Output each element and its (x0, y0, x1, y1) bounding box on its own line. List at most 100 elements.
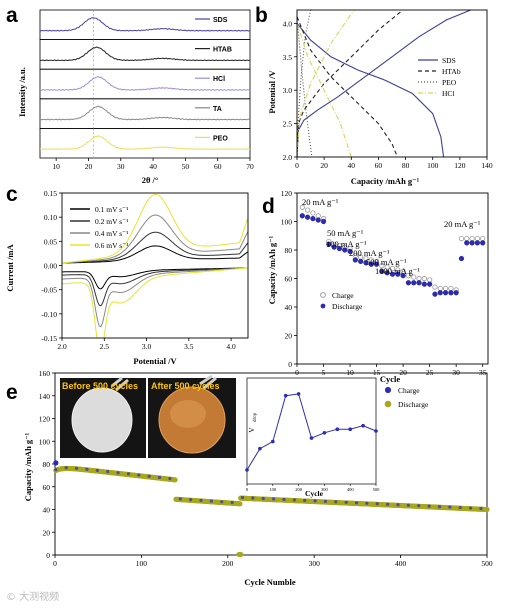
legend-discharge-label: Discharge (332, 302, 363, 311)
charge-point (437, 285, 443, 292)
cycle-charge-point (303, 498, 307, 502)
curve-SDS-charge (297, 10, 471, 157)
rate-annotation: 20 mA g⁻¹ (302, 197, 339, 207)
charge-point (305, 207, 311, 213)
panel-c-ylabel: Current /mA (5, 243, 15, 291)
legend-label-SDS: SDS (213, 17, 228, 24)
charge-point (310, 210, 316, 216)
charge-point (405, 273, 412, 279)
xtick-label: 40 (348, 161, 356, 170)
curves-b (297, 10, 471, 157)
inset-xtick-label: 300 (321, 487, 329, 492)
ytick-label: 0.15 (44, 189, 57, 198)
cycle-charge-point (396, 503, 400, 507)
cycle-charge-point (427, 504, 431, 508)
svg-text:drop: drop (253, 412, 258, 422)
discharge-point (469, 240, 475, 246)
cv-curve (62, 214, 248, 328)
discharge-point (442, 290, 449, 296)
panel-e-letter: e (6, 381, 18, 404)
ytick-label: 4.0 (283, 19, 293, 28)
cv-curve (62, 193, 248, 338)
cycle-charge-point (458, 505, 462, 510)
ytick-label: 0 (288, 360, 292, 369)
curve-PEO-discharge (297, 16, 313, 157)
charge-point (411, 274, 417, 280)
xtick-label: 20 (320, 161, 328, 170)
ytick-label: 60 (43, 483, 51, 492)
inset-xtick-label: 500 (373, 487, 381, 492)
inset-point (271, 439, 275, 444)
vdrop-xlabel: Cycle (305, 489, 324, 498)
panel-a-xlabel: 2θ /° (142, 175, 159, 185)
cycle-charge-point (406, 503, 410, 507)
separator-disc-before (71, 387, 133, 453)
cycle-charge-point (116, 471, 120, 475)
xtick-label: 300 (309, 559, 321, 568)
xtick-label: 0 (295, 368, 299, 377)
frame-b (296, 9, 488, 158)
cycle-charge-point (85, 467, 89, 471)
discharge-point (474, 240, 480, 246)
discharge-point (310, 216, 316, 222)
xtick-label: 100 (136, 559, 148, 568)
ytick-label: 3.5 (283, 53, 293, 62)
discharge-point (400, 273, 406, 279)
inset-xtick-label: 0 (246, 487, 249, 492)
cycle-discharge-point (172, 477, 178, 483)
discharge-point (315, 217, 321, 223)
xtick-label: 3.5 (184, 342, 194, 351)
discharge-point (437, 290, 443, 296)
curve-SDS-discharge (297, 23, 445, 157)
discharge-point (395, 271, 401, 277)
charge-point (458, 236, 465, 242)
tweezer-icon (111, 376, 129, 392)
xtick-label: 10 (346, 368, 354, 377)
discharge-point (299, 213, 305, 219)
cycle-charge-point (354, 501, 359, 505)
discharge-point (432, 291, 438, 297)
xrd-subframe-HCl (39, 68, 251, 100)
ytick-label: 160 (39, 369, 51, 378)
panel-b-letter: b (255, 4, 268, 27)
ytick-label: -0.10 (41, 310, 57, 319)
xrd-curve-SDS (39, 17, 251, 32)
panel-c-letter: c (6, 183, 18, 206)
cycle-charge-point (282, 497, 286, 502)
ytick-label: 0 (46, 551, 50, 560)
xtick-label: 10 (52, 162, 60, 171)
discharge-point (326, 241, 332, 247)
charge-point (389, 265, 396, 272)
ytick-label: 80 (285, 246, 293, 255)
cycle-charge-point (417, 504, 421, 508)
discharge-point (305, 214, 311, 220)
xtick-label: 20 (399, 368, 407, 377)
legend-label-TA: TA (213, 106, 222, 113)
legend-label: 0.1 mV s⁻¹ (95, 205, 128, 214)
legend-label-PEO: PEO (442, 78, 457, 87)
discharge-point (379, 268, 385, 274)
tweezer-icon (199, 374, 217, 390)
legend-charge-label: Charge (332, 291, 354, 300)
photo-label-after: After 500 cycles (151, 381, 220, 391)
cycle-charge-point (126, 472, 131, 476)
xtick-label: 20 (85, 162, 93, 171)
panel-e-ylabel: Capacity /mAh g⁻¹ (23, 432, 33, 501)
xrd-subframe-SDS (39, 9, 251, 41)
cycle-charge-point (106, 469, 110, 474)
inset-frame (246, 377, 377, 485)
ytick-label: 3.0 (283, 86, 293, 95)
legend-label-HCl: HCl (442, 89, 455, 98)
cycle-discharge-point (238, 551, 244, 558)
discharge-point (448, 290, 454, 296)
discharge-point (427, 281, 433, 287)
ytick-label: 100 (39, 437, 51, 446)
discharge-point (363, 260, 369, 266)
cycle-charge-point (189, 498, 193, 502)
inset-xtick-label: 400 (347, 487, 355, 492)
legend-label: 0.6 mV s⁻¹ (95, 241, 128, 250)
charge-point (384, 264, 390, 270)
xrd-curve-TA (39, 105, 251, 121)
curve-PEO-charge (297, 10, 312, 157)
cycle-charge-point (292, 498, 296, 502)
